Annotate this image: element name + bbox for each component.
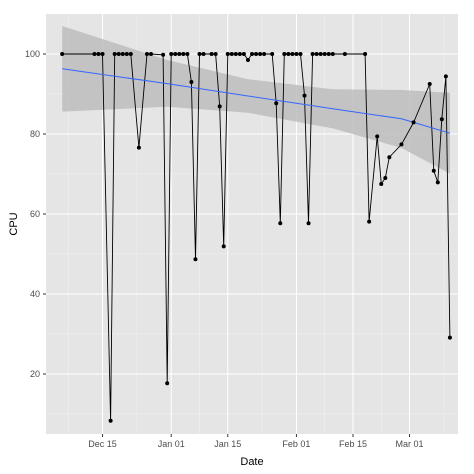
x-tick-label: Feb 01 xyxy=(282,439,310,449)
data-point xyxy=(237,52,242,56)
data-point xyxy=(245,58,250,62)
x-axis-ticks: Dec 15 Jan 01 Jan 15 Feb 01 Feb 15 Mar 01 xyxy=(88,434,424,449)
data-points xyxy=(60,52,452,423)
data-point xyxy=(278,221,283,226)
data-point xyxy=(431,168,436,173)
data-point xyxy=(254,52,259,56)
data-point xyxy=(213,52,218,56)
data-point xyxy=(387,155,392,160)
data-point xyxy=(439,117,444,122)
data-point xyxy=(443,74,448,79)
y-tick-label: 60 xyxy=(30,209,40,219)
data-point xyxy=(435,180,440,185)
data-point xyxy=(270,52,275,56)
data-point xyxy=(326,52,331,56)
data-point xyxy=(322,52,327,56)
data-point xyxy=(185,52,190,56)
data-point xyxy=(128,52,133,56)
data-point xyxy=(169,52,174,56)
x-axis-title: Date xyxy=(240,456,263,468)
data-point xyxy=(144,52,149,56)
data-point xyxy=(201,52,206,56)
data-point xyxy=(161,52,166,57)
data-point xyxy=(363,52,368,56)
data-point xyxy=(379,182,384,186)
data-point xyxy=(136,145,141,150)
data-point xyxy=(250,52,254,56)
data-point xyxy=(314,52,319,56)
x-tick-label: Mar 01 xyxy=(396,439,424,449)
data-point xyxy=(330,52,335,56)
x-tick-label: Feb 15 xyxy=(339,439,367,449)
data-point xyxy=(241,52,246,56)
data-point xyxy=(177,52,182,56)
trend-line xyxy=(62,68,451,134)
x-tick-label: Jan 01 xyxy=(158,439,185,449)
y-tick-label: 100 xyxy=(25,49,40,59)
data-point xyxy=(221,244,226,249)
data-point xyxy=(294,52,299,56)
data-point xyxy=(96,52,101,56)
data-point xyxy=(302,93,307,98)
data-point xyxy=(120,52,125,56)
data-point xyxy=(173,52,178,56)
data-point xyxy=(298,52,303,56)
data-point xyxy=(318,52,323,56)
data-point xyxy=(229,52,234,56)
data-point xyxy=(286,52,291,56)
data-point xyxy=(290,52,295,56)
data-point xyxy=(262,52,267,56)
y-axis-ticks: 20 40 60 80 100 xyxy=(25,49,46,379)
data-point xyxy=(411,120,416,125)
data-point xyxy=(342,52,347,56)
data-point xyxy=(258,52,263,56)
data-point xyxy=(282,52,287,56)
data-point xyxy=(189,80,194,84)
y-tick-label: 40 xyxy=(30,289,40,299)
confidence-band xyxy=(62,26,450,174)
x-tick-label: Jan 15 xyxy=(214,439,241,449)
data-point xyxy=(399,142,404,147)
data-point xyxy=(112,52,117,56)
data-point xyxy=(225,52,230,56)
data-point xyxy=(92,52,97,56)
data-point xyxy=(233,52,238,56)
data-point xyxy=(181,52,186,56)
data-point xyxy=(149,52,154,56)
data-point xyxy=(165,381,170,386)
data-point xyxy=(209,52,214,56)
data-point xyxy=(375,134,380,139)
data-point xyxy=(60,52,65,56)
y-axis-title: CPU xyxy=(8,212,20,235)
y-tick-label: 20 xyxy=(30,369,40,379)
data-point xyxy=(306,221,311,226)
data-point xyxy=(383,176,388,180)
data-point xyxy=(447,335,452,340)
data-point xyxy=(193,257,198,262)
data-point xyxy=(124,52,129,56)
x-tick-label: Dec 15 xyxy=(88,439,117,449)
data-point xyxy=(108,418,113,423)
data-point xyxy=(100,52,105,56)
data-point xyxy=(116,52,121,56)
y-tick-label: 80 xyxy=(30,129,40,139)
data-point xyxy=(367,219,372,224)
data-point xyxy=(427,82,432,86)
data-point xyxy=(197,52,202,56)
data-point xyxy=(310,52,315,56)
data-point xyxy=(217,104,222,109)
data-point xyxy=(274,101,279,106)
